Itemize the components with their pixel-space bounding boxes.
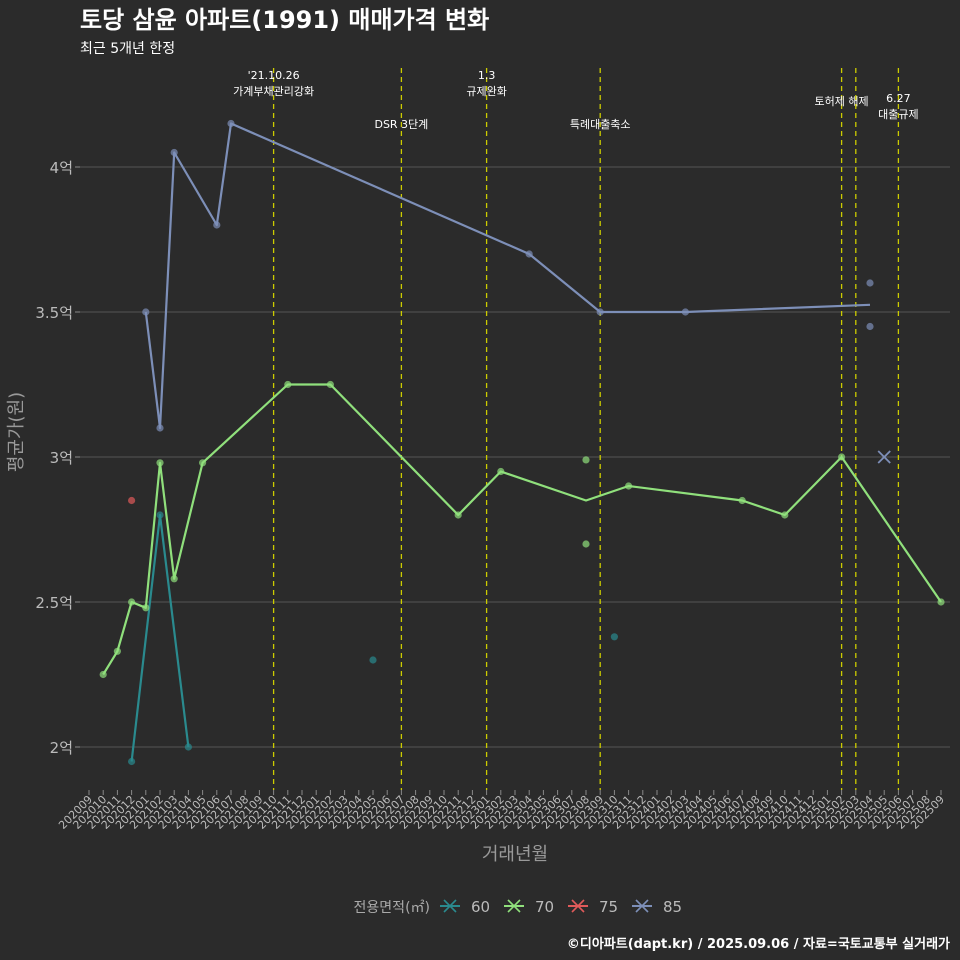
data-point bbox=[156, 511, 164, 519]
data-point bbox=[326, 380, 334, 389]
series-85 bbox=[142, 119, 874, 432]
x-axis-title: 거래년월 bbox=[482, 844, 548, 865]
legend-label: 70 bbox=[535, 898, 554, 916]
data-point bbox=[582, 456, 590, 464]
data-point bbox=[625, 482, 633, 490]
data-point bbox=[369, 656, 377, 664]
legend-item-85: 85 bbox=[632, 898, 682, 916]
chart-caption: ©디아파트(dapt.kr) / 2025.09.06 / 자료=국토교통부 실… bbox=[567, 936, 950, 952]
data-point bbox=[937, 598, 945, 606]
series-line-70 bbox=[102, 383, 942, 676]
legend-item-60: 60 bbox=[440, 898, 490, 916]
chart-title: 토당 삼윤 아파트(1991) 매매가격 변화 bbox=[80, 6, 489, 34]
legend-item-70: 70 bbox=[504, 898, 554, 916]
data-point bbox=[610, 633, 619, 641]
series-70 bbox=[99, 380, 945, 679]
y-tick-label: 2.5억 bbox=[35, 594, 73, 612]
legend-key-cross bbox=[443, 899, 457, 913]
data-point bbox=[497, 467, 505, 476]
policy-label: DSR 3단계 bbox=[374, 118, 428, 131]
series-75 bbox=[128, 496, 136, 505]
y-tick-label: 4억 bbox=[50, 159, 73, 177]
legend-label: 75 bbox=[599, 898, 618, 916]
data-point bbox=[454, 511, 462, 519]
data-point bbox=[128, 598, 136, 606]
data-point bbox=[213, 221, 221, 229]
data-point bbox=[227, 119, 235, 128]
data-point bbox=[582, 540, 590, 548]
policy-label: 대출규제 bbox=[878, 108, 918, 121]
y-axis-ticks: 2억 2.5억 3억 3.5억 4억 bbox=[35, 159, 80, 757]
y-tick-label: 2억 bbox=[50, 739, 73, 757]
data-point bbox=[170, 575, 178, 583]
legend-key-cross bbox=[635, 899, 649, 913]
data-point bbox=[156, 459, 164, 467]
legend-item-75: 75 bbox=[568, 898, 618, 916]
data-point bbox=[596, 308, 604, 316]
data-point bbox=[866, 279, 874, 287]
policy-label: 토허제 해제 bbox=[815, 94, 869, 108]
cross-marker bbox=[877, 450, 891, 464]
data-point bbox=[128, 496, 136, 505]
data-point bbox=[681, 308, 690, 316]
y-tick-label: 3억 bbox=[50, 449, 73, 467]
policy-label: 6.27 bbox=[886, 92, 911, 105]
data-point bbox=[866, 322, 874, 331]
y-axis-title: 평균가(원) bbox=[6, 392, 27, 472]
data-point bbox=[128, 757, 136, 766]
data-point bbox=[142, 604, 150, 612]
series-60 bbox=[128, 511, 619, 766]
policy-label: 1.3 bbox=[478, 69, 496, 82]
x-axis-ticks: 2020092020102020112020122021012021022021… bbox=[56, 790, 947, 832]
data-point bbox=[170, 148, 178, 157]
legend-label: 60 bbox=[471, 898, 490, 916]
legend-key-cross bbox=[507, 899, 521, 913]
data-point bbox=[156, 424, 164, 432]
data-point bbox=[838, 453, 846, 461]
data-point bbox=[284, 380, 292, 389]
y-tick-label: 3.5억 bbox=[35, 304, 73, 322]
chart-subtitle: 최근 5개년 한정 bbox=[80, 41, 175, 57]
legend-label: 85 bbox=[663, 898, 682, 916]
series-layer bbox=[99, 119, 945, 766]
data-point bbox=[184, 743, 192, 751]
legend: 전용면적(㎡) 60 70 75 85 bbox=[354, 898, 683, 916]
data-point bbox=[781, 511, 789, 519]
data-point bbox=[99, 670, 107, 679]
legend-title: 전용면적(㎡) bbox=[354, 900, 430, 916]
policy-label: '21.10.26 bbox=[248, 69, 300, 82]
data-point bbox=[738, 496, 746, 505]
cross-marker-stroke bbox=[877, 450, 891, 464]
policy-label: 특례대출축소 bbox=[570, 118, 631, 131]
data-point bbox=[525, 250, 533, 258]
policy-label: 규제완화 bbox=[466, 85, 506, 98]
legend-key-cross bbox=[571, 899, 585, 913]
policy-label: 가계부채관리강화 bbox=[233, 85, 314, 98]
data-point bbox=[113, 647, 121, 655]
series-line-85 bbox=[144, 122, 871, 430]
data-point bbox=[142, 308, 150, 316]
data-point bbox=[199, 459, 207, 467]
